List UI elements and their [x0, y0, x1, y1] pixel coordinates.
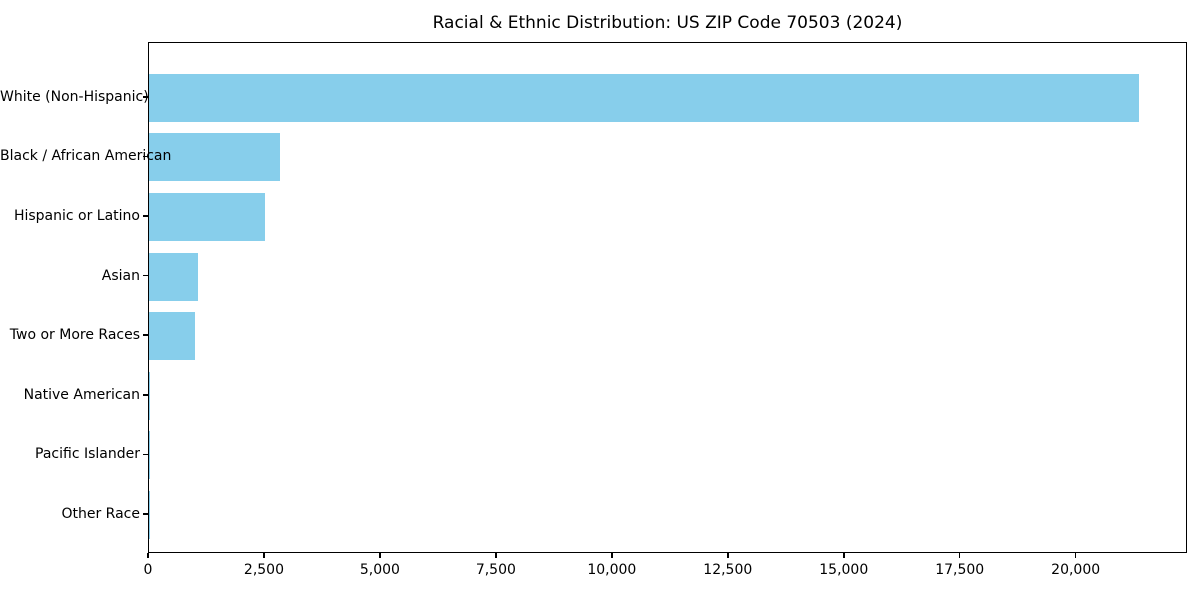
x-tick-mark: [611, 553, 613, 558]
x-tick-mark: [495, 553, 497, 558]
y-tick-mark: [143, 334, 148, 336]
y-tick-label: Two or More Races: [9, 327, 140, 344]
x-tick-mark: [379, 553, 381, 558]
y-tick-label: Pacific Islander: [35, 446, 140, 463]
y-tick-label: Black / African American: [0, 148, 172, 165]
y-tick-mark: [143, 453, 148, 456]
bar-hispanic-or-latino: [149, 193, 265, 241]
y-tick-label: Hispanic or Latino: [13, 208, 140, 224]
y-tick-label: White (Non-Hispanic): [0, 88, 149, 105]
x-tick-label: 12,500: [703, 562, 753, 578]
bar-asian: [149, 252, 198, 301]
x-tick-label: 0: [143, 562, 153, 578]
y-tick-mark: [143, 513, 148, 515]
chart-title: Racial & Ethnic Distribution: US ZIP Cod…: [432, 13, 903, 33]
y-tick-label: Asian: [101, 267, 140, 284]
y-tick-label: Native American: [23, 386, 140, 403]
plot-area: [148, 42, 1187, 553]
y-tick-mark: [143, 274, 148, 277]
x-tick-mark: [1074, 553, 1077, 558]
x-tick-mark: [263, 553, 265, 558]
y-tick-mark: [143, 394, 148, 396]
y-tick-mark: [143, 96, 148, 98]
y-tick-label: Other Race: [61, 506, 140, 522]
bar-white-non-hispanic: [149, 73, 1140, 122]
x-tick-label: 15,000: [819, 562, 869, 578]
x-tick-label: 17,500: [935, 562, 985, 578]
x-tick-mark: [843, 553, 845, 558]
bar-native-american: [149, 371, 151, 420]
x-tick-label: 7,500: [475, 562, 516, 578]
bar-two-or-more-races: [149, 312, 196, 361]
y-tick-mark: [143, 155, 148, 158]
bar-black-african-american: [149, 133, 280, 182]
x-tick-label: 2,500: [243, 562, 284, 578]
x-tick-mark: [147, 553, 149, 558]
y-tick-mark: [143, 215, 148, 217]
x-tick-mark: [727, 553, 729, 558]
x-tick-label: 20,000: [1051, 562, 1101, 578]
x-tick-mark: [958, 553, 961, 558]
x-tick-label: 10,000: [587, 562, 637, 578]
x-tick-label: 5,000: [359, 562, 400, 578]
